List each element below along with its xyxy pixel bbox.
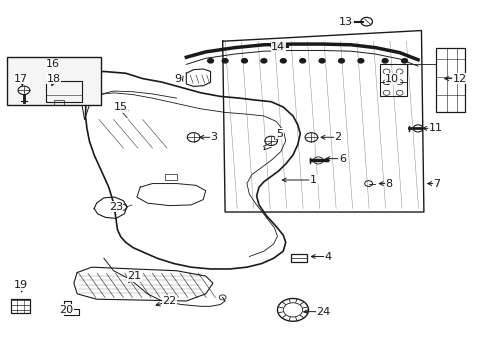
Bar [7,57,102,105]
Circle shape [261,59,266,63]
Circle shape [319,59,325,63]
Text: 3: 3 [210,132,217,142]
Circle shape [222,59,227,63]
Bar [380,64,406,96]
Text: 17: 17 [14,73,28,84]
Text: 13: 13 [338,17,352,27]
Bar [45,81,82,103]
Circle shape [299,59,305,63]
Circle shape [241,59,247,63]
Text: 15: 15 [113,102,127,112]
Text: 20: 20 [59,305,73,315]
Bar [11,299,30,314]
Text: 23: 23 [108,202,122,212]
Text: 6: 6 [338,154,346,164]
Text: 21: 21 [127,271,141,281]
Text: 8: 8 [385,179,391,189]
Text: 19: 19 [14,280,28,290]
Text: 22: 22 [162,296,176,306]
Text: 12: 12 [452,73,466,84]
Bar [54,100,64,105]
Text: 1: 1 [309,175,316,185]
Bar [435,48,464,112]
Circle shape [357,59,363,63]
Circle shape [401,59,407,63]
Text: 9: 9 [174,73,181,84]
Text: 2: 2 [333,132,341,142]
Text: 24: 24 [316,307,330,317]
Bar [164,174,176,180]
Text: 4: 4 [324,252,331,261]
Bar [290,254,306,262]
Text: 16: 16 [45,59,60,69]
Text: 11: 11 [428,123,442,134]
Text: 18: 18 [46,73,61,84]
Text: 10: 10 [385,73,398,84]
Circle shape [207,59,213,63]
Circle shape [338,59,344,63]
Circle shape [280,59,285,63]
Text: 5: 5 [275,129,283,139]
Circle shape [382,59,387,63]
Text: 14: 14 [271,41,285,51]
Text: 7: 7 [433,179,440,189]
